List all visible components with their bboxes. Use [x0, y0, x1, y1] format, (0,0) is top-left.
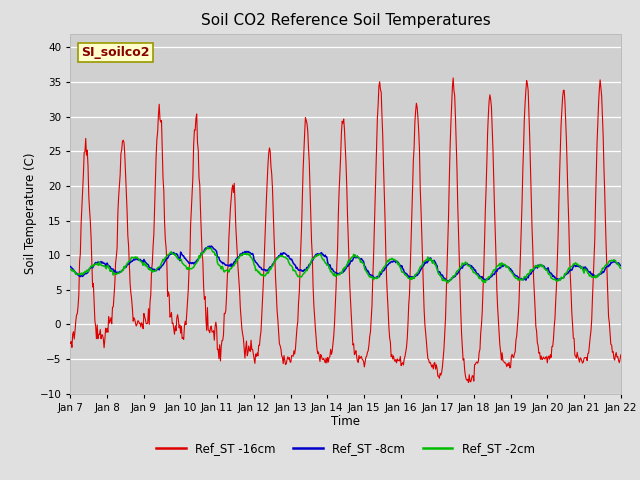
Ref_ST -8cm: [189, 260, 196, 265]
Ref_ST -8cm: [67, 264, 74, 269]
Ref_ST -2cm: [617, 265, 625, 271]
Line: Ref_ST -2cm: Ref_ST -2cm: [70, 247, 621, 283]
Ref_ST -2cm: [189, 265, 196, 271]
Text: SI_soilco2: SI_soilco2: [81, 46, 150, 59]
Ref_ST -2cm: [429, 258, 437, 264]
Ref_ST -16cm: [67, 340, 74, 346]
Line: Ref_ST -8cm: Ref_ST -8cm: [70, 246, 621, 281]
Ref_ST -8cm: [413, 273, 421, 278]
Ref_ST -2cm: [444, 280, 452, 286]
Ref_ST -16cm: [189, 174, 196, 180]
Ref_ST -8cm: [429, 258, 437, 264]
Ref_ST -16cm: [413, 100, 420, 106]
Title: Soil CO2 Reference Soil Temperatures: Soil CO2 Reference Soil Temperatures: [201, 13, 490, 28]
Ref_ST -16cm: [617, 352, 625, 358]
Ref_ST -2cm: [204, 244, 212, 250]
Ref_ST -16cm: [429, 362, 436, 368]
Ref_ST -16cm: [133, 322, 141, 327]
Ref_ST -8cm: [219, 261, 227, 266]
Ref_ST -2cm: [67, 266, 74, 272]
Ref_ST -8cm: [207, 243, 215, 249]
X-axis label: Time: Time: [331, 415, 360, 429]
Ref_ST -16cm: [465, 380, 472, 385]
Ref_ST -16cm: [77, 251, 84, 256]
Ref_ST -8cm: [445, 278, 453, 284]
Ref_ST -8cm: [617, 263, 625, 268]
Ref_ST -2cm: [219, 264, 227, 270]
Ref_ST -2cm: [133, 254, 141, 260]
Ref_ST -16cm: [218, 338, 226, 344]
Ref_ST -16cm: [449, 75, 457, 81]
Ref_ST -2cm: [413, 270, 421, 276]
Line: Ref_ST -16cm: Ref_ST -16cm: [70, 78, 621, 383]
Ref_ST -8cm: [77, 274, 84, 279]
Ref_ST -2cm: [77, 272, 84, 278]
Ref_ST -8cm: [133, 257, 141, 263]
Legend: Ref_ST -16cm, Ref_ST -8cm, Ref_ST -2cm: Ref_ST -16cm, Ref_ST -8cm, Ref_ST -2cm: [152, 437, 540, 460]
Y-axis label: Soil Temperature (C): Soil Temperature (C): [24, 153, 36, 275]
